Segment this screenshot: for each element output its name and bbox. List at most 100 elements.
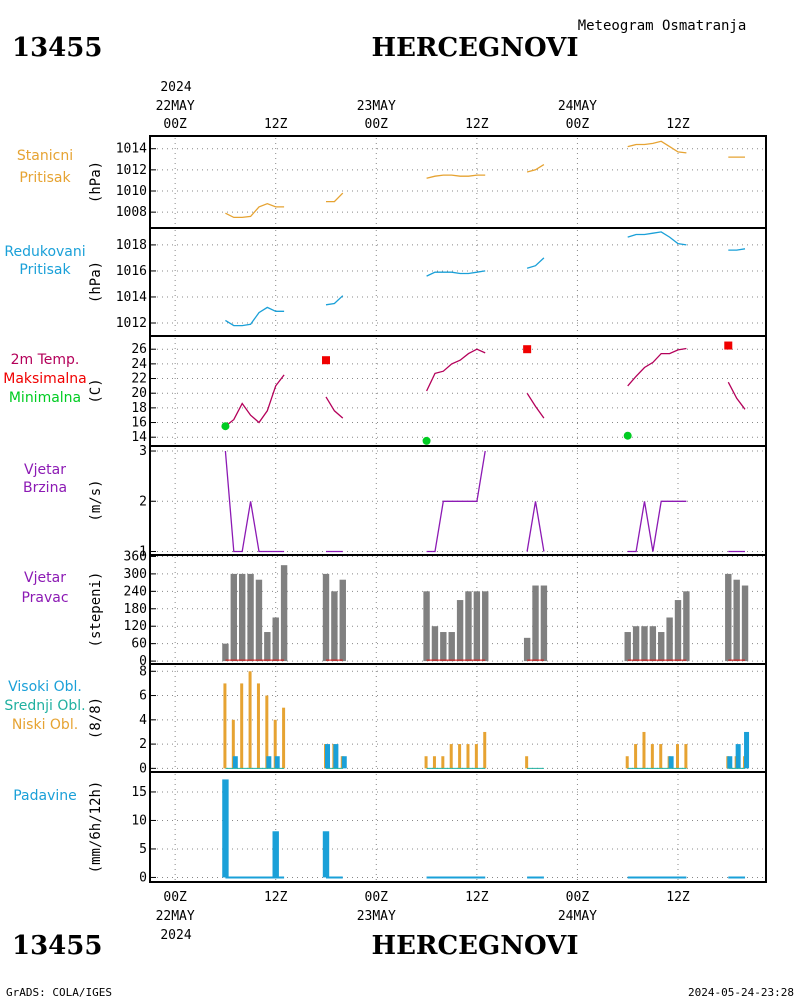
y-tick-label: 1012: [116, 316, 147, 331]
panel-precipitation: 0 5 10 15 (mm/6h/12h) Padavine: [13, 771, 767, 885]
top-date-label: 23MAY: [357, 99, 396, 114]
bar: [222, 779, 229, 878]
low-cloud-bar: [265, 695, 269, 769]
y-tick-label: 180: [124, 602, 147, 617]
y-tick-label: 360: [124, 549, 147, 564]
y-tick-label: 18: [131, 401, 147, 416]
meteogram-subtitle: Meteogram Osmatranja: [578, 18, 747, 34]
bar: [725, 573, 732, 662]
bar: [473, 591, 481, 662]
bottom-time-axis: 2024 00Z 12Z 00Z 12Z 00Z 12Z 22MAY 23MAY 24MAY: [156, 890, 690, 943]
y-tick-label: 6: [139, 689, 147, 704]
top-year-label: 2024: [160, 80, 191, 95]
series-line: [224, 374, 285, 427]
panel-label: Redukovani: [4, 244, 85, 260]
panel-label: Pritisak: [19, 262, 71, 278]
series-line: [627, 347, 687, 387]
panel-label: Niski Obl.: [12, 717, 78, 733]
series-line: [325, 295, 344, 306]
panel-frame: [149, 445, 767, 556]
y-axis-label: (hPa): [88, 161, 104, 203]
high-cloud-bar: [232, 756, 238, 769]
bar: [624, 632, 631, 662]
low-cloud-bar: [625, 756, 629, 769]
panel-label: Pritisak: [19, 170, 71, 186]
panel-label: Maksimalna: [3, 371, 87, 387]
panel-label: Vjetar: [24, 570, 66, 586]
y-tick-label: 24: [131, 357, 147, 372]
bar: [666, 617, 673, 662]
station-id-top: 13455: [12, 33, 102, 63]
series-line: [224, 450, 285, 553]
top-hour-label: 00Z: [163, 117, 187, 132]
series-line: [526, 392, 545, 419]
tmax-marker: [322, 356, 330, 365]
y-tick-label: 1: [139, 544, 147, 559]
panels: 1008101010121014(hPa)StanicniPritisak101…: [3, 135, 767, 885]
bar: [540, 585, 548, 662]
bar: [322, 573, 330, 662]
bar: [272, 831, 279, 878]
y-tick-label: 0: [139, 761, 147, 776]
y-tick-label: 14: [131, 430, 147, 445]
low-cloud-bar: [525, 756, 529, 769]
bar: [632, 626, 640, 662]
low-cloud-bar: [684, 744, 688, 769]
top-hour-label: 00Z: [365, 117, 389, 132]
bar: [741, 585, 749, 662]
y-tick-label: 2: [139, 737, 147, 752]
top-date-label: 22MAY: [156, 99, 195, 114]
panel-label: 2m Temp.: [11, 352, 80, 368]
panel-frame: [149, 227, 767, 337]
low-cloud-bar: [248, 671, 252, 769]
low-cloud-bar: [634, 744, 638, 769]
series-line: [526, 501, 545, 552]
bar: [230, 573, 238, 662]
bottom-year-label: 2024: [160, 928, 191, 943]
low-cloud-bar: [659, 744, 663, 769]
series-line: [326, 192, 344, 203]
y-axis-label: (mm/6h/12h): [88, 781, 104, 874]
station-name-bottom: HERCEGNOVI: [372, 931, 579, 961]
series-line: [426, 348, 486, 392]
y-tick-label: 1014: [116, 290, 147, 305]
series-line: [426, 270, 486, 277]
low-cloud-bar: [424, 756, 428, 769]
bar: [238, 573, 246, 662]
low-cloud-bar: [676, 744, 679, 769]
tmin-marker: [422, 436, 431, 445]
low-cloud-bar: [223, 683, 227, 769]
low-cloud-bar: [483, 731, 487, 769]
y-tick-label: 0: [139, 870, 147, 885]
series-line: [627, 500, 687, 553]
generation-timestamp: 2024-05-24-23:28: [688, 986, 794, 999]
bottom-hour-label: 12Z: [465, 890, 489, 905]
low-cloud-bar: [441, 756, 445, 769]
station-name-top: HERCEGNOVI: [372, 33, 579, 63]
series-line: [426, 174, 486, 179]
y-axis-label: (C): [88, 378, 104, 403]
top-hour-label: 12Z: [264, 117, 288, 132]
bar: [674, 600, 682, 662]
panel-wind-direction: 0 60 120 180 240 300 360 (stepeni) Vjetar Pravac: [21, 549, 767, 669]
bottom-hour-label: 12Z: [264, 890, 288, 905]
series-line: [627, 231, 687, 246]
y-tick-label: 300: [124, 567, 147, 582]
low-cloud-bar: [474, 744, 478, 769]
high-cloud-bar: [744, 731, 750, 769]
y-tick-label: 60: [131, 637, 147, 652]
y-axis-label: (stepeni): [88, 572, 104, 648]
bar: [322, 831, 330, 878]
low-cloud-bar: [432, 756, 436, 769]
y-tick-label: 16: [131, 416, 147, 431]
panel-label: Pravac: [21, 590, 68, 606]
y-tick-label: 10: [131, 813, 147, 828]
panel-label: Brzina: [23, 480, 67, 496]
y-tick-label: 1012: [116, 163, 147, 178]
bar: [465, 591, 472, 662]
bar: [532, 585, 539, 662]
low-cloud-bar: [449, 744, 453, 769]
low-cloud-bar: [256, 683, 260, 769]
y-axis-label: (m/s): [88, 479, 104, 521]
high-cloud-bar: [668, 756, 674, 769]
